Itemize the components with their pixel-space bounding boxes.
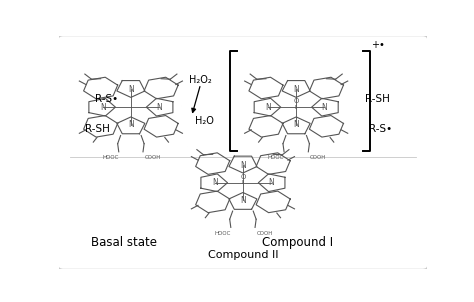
- Text: O: O: [240, 174, 246, 180]
- Text: N: N: [293, 120, 299, 129]
- Text: R-SH: R-SH: [85, 124, 110, 134]
- Text: HOOC: HOOC: [102, 155, 119, 160]
- Text: N: N: [212, 178, 218, 187]
- Text: N: N: [128, 120, 134, 129]
- Text: H₂O₂: H₂O₂: [189, 76, 212, 85]
- Text: H₂O: H₂O: [195, 116, 214, 126]
- Text: N: N: [100, 103, 106, 112]
- Text: Basal state: Basal state: [91, 236, 156, 249]
- Text: N: N: [240, 161, 246, 169]
- FancyBboxPatch shape: [58, 36, 428, 269]
- Text: +•: +•: [372, 40, 385, 50]
- Text: COOH: COOH: [257, 231, 273, 236]
- Text: COOH: COOH: [310, 155, 327, 160]
- Text: II: II: [295, 105, 298, 110]
- Text: N: N: [240, 196, 246, 205]
- Text: N: N: [268, 178, 273, 187]
- Text: Compound I: Compound I: [263, 236, 334, 249]
- Text: N: N: [128, 85, 134, 94]
- Text: Compound II: Compound II: [208, 250, 278, 260]
- Text: R-S•: R-S•: [369, 124, 392, 134]
- FancyArrowPatch shape: [299, 138, 346, 156]
- Text: R-S•: R-S•: [95, 94, 118, 104]
- Text: HOOC: HOOC: [268, 155, 284, 160]
- Text: N: N: [156, 103, 162, 112]
- Text: II: II: [241, 180, 245, 185]
- Text: O: O: [293, 98, 299, 104]
- Text: N: N: [321, 103, 327, 112]
- Text: R-SH: R-SH: [365, 94, 390, 104]
- Text: N: N: [265, 103, 271, 112]
- FancyArrowPatch shape: [140, 138, 187, 156]
- FancyArrowPatch shape: [192, 87, 200, 112]
- Text: HOOC: HOOC: [215, 231, 231, 236]
- Text: COOH: COOH: [145, 155, 161, 160]
- Text: N: N: [293, 85, 299, 94]
